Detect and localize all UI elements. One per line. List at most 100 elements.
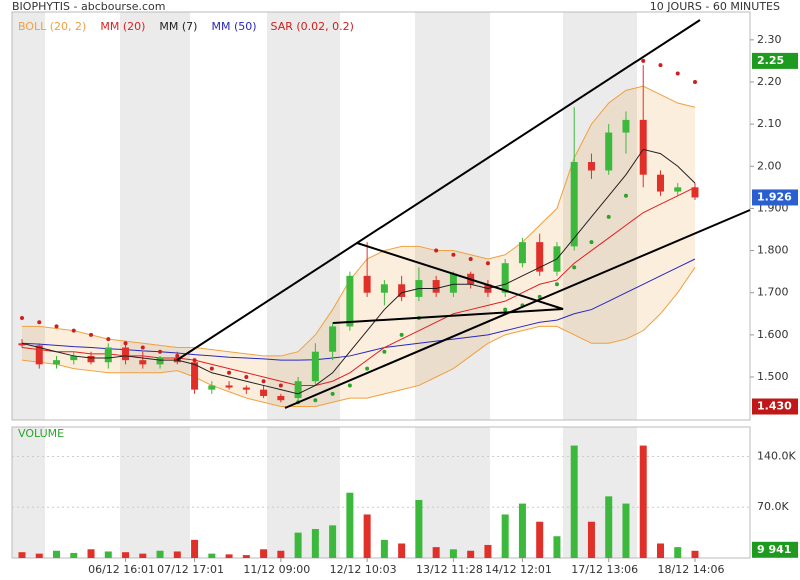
volume-bar [605,496,613,558]
y-tick-label: 140.0K [757,449,796,462]
volume-bar [87,549,95,558]
bollinger-upper [22,85,696,357]
sar-dot [485,261,490,266]
legend-item: SAR (0.02, 0.2) [271,20,354,33]
volume-bar [553,536,561,558]
sar-dot [572,265,577,270]
y-tick-label: 70.0K [757,500,789,513]
sar-dot [175,353,180,358]
candle-body [35,345,43,365]
candle-body [398,284,406,297]
candle-body [242,387,250,390]
legend: BOLL (20, 2) MM (20) MM (7) MM (50) SAR (0.0… [18,20,354,33]
candle-body [294,381,302,399]
x-tick-label: 11/12 09:00 [243,563,310,576]
volume-bar [311,528,319,558]
sar-dot [675,71,680,76]
volume-bar [122,552,130,558]
moving-average [21,186,696,386]
volume-bar [156,550,164,558]
y-tick-label: 2.20 [757,75,782,88]
x-tick-label: 17/12 13:06 [571,563,638,576]
candle-body [518,242,526,264]
volume-bar [501,514,509,558]
sar-dot [313,398,318,403]
price-frame [11,11,751,421]
volume-bar [380,539,388,558]
sar-dot [106,337,111,342]
candle-body [53,360,61,365]
volume-bar [173,551,181,558]
sar-dot [365,366,370,371]
volume-bar [639,445,647,558]
candle-body [587,162,595,171]
sar-dot [641,58,646,63]
sar-dot [537,294,542,299]
candle-body [122,347,130,361]
volume-bar [363,514,371,558]
sar-dot [227,370,232,375]
volume-bar [656,543,664,558]
subtitle: 10 JOURS - 60 MINUTES [650,0,780,13]
volume-title: VOLUME [18,427,64,440]
sar-dot [382,349,387,354]
y-tick-label: 1.500 [757,370,789,383]
y-tick-label: 2.00 [757,159,782,172]
moving-average [21,258,696,361]
price-marker [752,398,798,415]
volume-bar [208,553,216,558]
candle-body [656,174,664,192]
candle-body [605,132,613,171]
x-tick-label: 07/12 17:01 [157,563,224,576]
sar-dot [261,379,266,384]
sar-dot [606,214,611,219]
legend-item: MM (20) [100,20,145,33]
price-marker [752,189,798,206]
x-tick-label: 06/12 16:01 [88,563,155,576]
volume-bar [139,553,147,558]
candle-body [156,358,164,365]
sar-dot [554,282,559,287]
volume-bar [587,521,595,558]
candle-body [70,355,78,361]
volume-bar [518,503,526,558]
x-tick-label: 14/12 12:01 [485,563,552,576]
volume-bar [104,551,112,558]
volume-marker-label: 9 941 [757,543,791,556]
y-tick-label: 2.30 [757,33,782,46]
sar-dot [54,324,59,329]
candle-body [449,273,457,293]
moving-average [21,148,696,395]
volume-bar [242,555,250,558]
sar-dot [89,332,94,337]
volume-bar [398,543,406,558]
bollinger-lower [21,267,696,408]
candle-body [346,275,354,327]
candle-body [87,355,95,363]
volume-bar [536,521,544,558]
sar-dot [278,383,283,388]
volume-bar [18,552,26,558]
sar-dot [589,240,594,245]
candle-body [329,326,337,352]
sar-dot [192,358,197,363]
volume-bar [432,547,440,558]
legend-item: MM (7) [159,20,197,33]
candle-body [536,242,544,272]
sar-dot [347,383,352,388]
sar-dot [468,256,473,261]
candle-body [674,187,682,192]
volume-bar [225,554,233,558]
volume-bar [467,550,475,558]
candle-body [260,389,268,396]
candle-body [277,395,285,401]
sar-dot [158,349,163,354]
sar-dot [37,320,42,325]
y-tick-label: 1.600 [757,328,789,341]
sar-dot [503,307,508,312]
y-tick-label: 1.700 [757,286,789,299]
volume-bar [484,544,492,558]
price-marker-label: 1.430 [757,400,792,413]
sar-dot [693,79,697,84]
volume-bar [53,550,61,558]
